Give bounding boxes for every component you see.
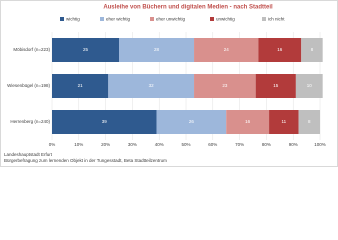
legend-label: wichtig: [66, 17, 80, 22]
x-tick-label: 20%: [101, 142, 110, 147]
bar-segment: [194, 38, 259, 62]
legend-label: eher unwichtig: [156, 17, 186, 22]
bar-segment: [295, 74, 323, 98]
x-tick-label: 100%: [314, 142, 326, 147]
data-label: 8: [311, 47, 314, 52]
legend-label: unwichtig: [216, 17, 235, 22]
y-tick-label: Möbisdorf (n=223): [13, 47, 50, 52]
data-label: 25: [83, 47, 89, 52]
data-label: 21: [78, 83, 84, 88]
x-tick-label: 0%: [49, 142, 56, 147]
chart: Ausleihe von Büchern und digitalen Medie…: [0, 0, 338, 167]
legend-swatch: [60, 17, 64, 21]
bar-segment: [269, 110, 299, 134]
bar-segment: [52, 110, 157, 134]
bar-segment: [119, 38, 195, 62]
footer: Bürgerbefragung zum lernenden Objekt in …: [4, 158, 167, 163]
data-label: 15: [273, 83, 279, 88]
data-label: 11: [281, 119, 286, 124]
data-label: 39: [102, 119, 108, 124]
data-label: 16: [277, 47, 283, 52]
data-label: 32: [149, 83, 155, 88]
legend-swatch: [210, 17, 214, 21]
data-label: 10: [307, 83, 313, 88]
legend-swatch: [150, 17, 154, 21]
x-tick-label: 40%: [155, 142, 164, 147]
bar-segment: [156, 110, 227, 134]
x-tick-label: 80%: [262, 142, 271, 147]
bar-segment: [255, 74, 296, 98]
data-label: 26: [189, 119, 195, 124]
bar-segment: [194, 74, 256, 98]
bar-segment: [52, 74, 109, 98]
legend-label: ich nicht: [268, 17, 285, 22]
data-label: 16: [245, 119, 251, 124]
x-tick-label: 90%: [289, 142, 298, 147]
x-tick-label: 70%: [235, 142, 244, 147]
bar-segment: [108, 74, 195, 98]
bar-segment: [52, 38, 119, 62]
bar-segment: [301, 38, 323, 62]
x-tick-label: 60%: [208, 142, 217, 147]
x-tick-label: 10%: [74, 142, 83, 147]
chart-title: Ausleihe von Büchern und digitalen Medie…: [103, 5, 273, 11]
bar-segment: [298, 110, 320, 134]
bar-segment: [258, 38, 302, 62]
footer: Landeshauptstadt Erfurt: [4, 152, 53, 157]
y-tick-label: Herrenberg (n=240): [10, 119, 50, 124]
data-label: 24: [224, 47, 230, 52]
legend-swatch: [100, 17, 104, 21]
x-tick-label: 50%: [181, 142, 190, 147]
legend-swatch: [262, 17, 266, 21]
x-tick-label: 30%: [128, 142, 137, 147]
data-label: 28: [154, 47, 160, 52]
data-label: 8: [308, 119, 311, 124]
legend-label: eher wichtig: [106, 17, 131, 22]
y-tick-label: Wiesenbügel (n=198): [7, 83, 50, 88]
data-label: 23: [222, 83, 228, 88]
bar-segment: [226, 110, 270, 134]
